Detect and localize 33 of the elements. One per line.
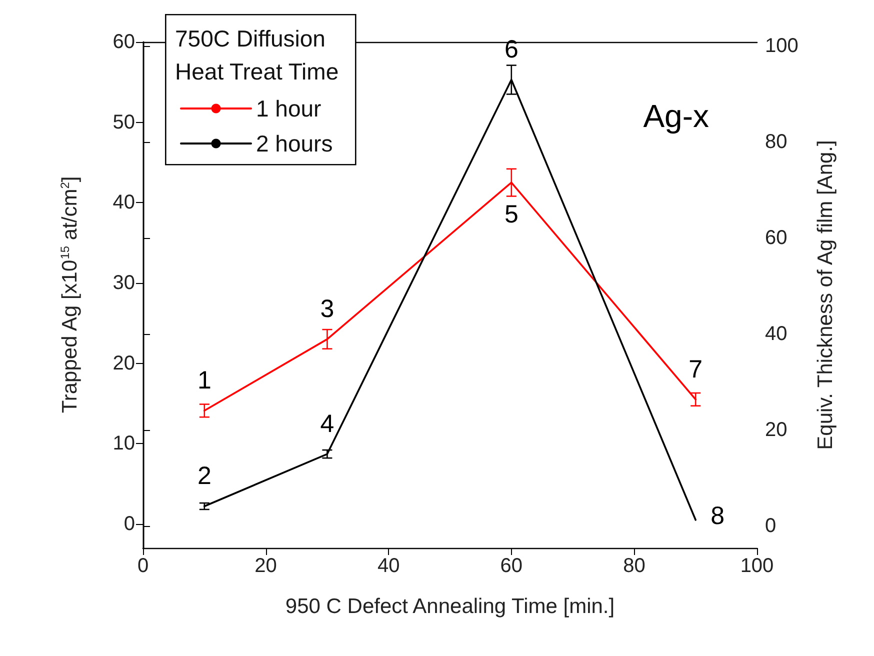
x-tick-label: 0 (137, 555, 149, 577)
annotation: 5 (504, 200, 518, 229)
x-tick-label: 20 (254, 555, 277, 577)
annotation: 3 (320, 295, 334, 324)
y-tick-label: 20 (112, 352, 135, 374)
legend-label: 2 hours (256, 130, 333, 156)
annotation: 4 (320, 410, 334, 438)
x-axis-title: 950 C Defect Annealing Time [min.] (285, 595, 615, 618)
y-tick-label: 40 (112, 192, 135, 214)
y-tick-label: 50 (112, 111, 135, 134)
annotation: 1 (197, 366, 212, 395)
y-tick-label: 10 (112, 432, 135, 455)
legend-label: 1 hour (256, 96, 322, 122)
legend-title: 750C Diffusion Heat Treat Time (175, 26, 339, 84)
annotation: 7 (688, 355, 703, 384)
y2-tick-label: 80 (765, 130, 788, 153)
y-tick-label: 0 (124, 512, 135, 535)
x-tick-label: 80 (623, 555, 646, 577)
y-axis-title: Trapped Ag [x1015 at/cm2] (58, 176, 82, 414)
annotation: Ag-x (643, 98, 709, 134)
y-tick-label: 30 (112, 272, 135, 294)
y2-tick-label: 100 (765, 34, 798, 57)
x-tick-label: 100 (740, 555, 774, 577)
y2-tick-label: 60 (765, 226, 788, 249)
annotation: 8 (710, 502, 725, 530)
y2-tick-label: 20 (765, 418, 788, 441)
y2-tick-label: 40 (765, 322, 788, 345)
y2-axis-title: Equiv. Thickness of Ag film [Ang.] (814, 140, 837, 450)
y2-tick-label: 0 (765, 514, 776, 537)
x-tick-label: 60 (500, 555, 523, 577)
annotation: 2 (197, 462, 212, 490)
y-tick-label: 60 (112, 31, 135, 53)
x-tick-label: 40 (377, 555, 400, 577)
